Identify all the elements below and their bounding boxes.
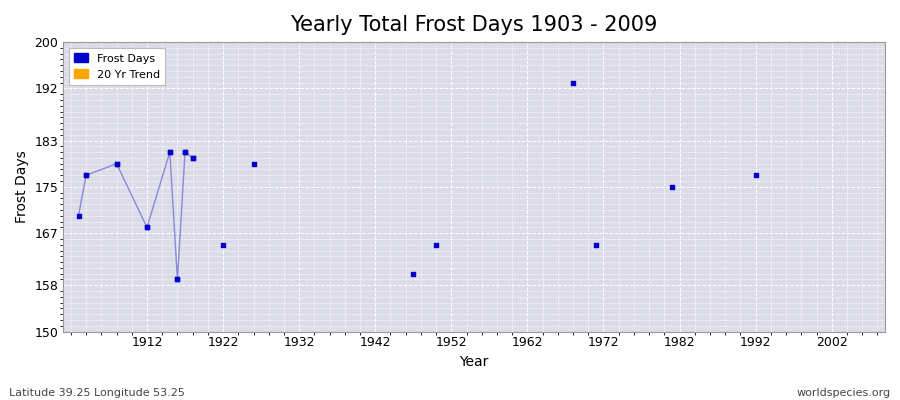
Text: Latitude 39.25 Longitude 53.25: Latitude 39.25 Longitude 53.25 <box>9 388 184 398</box>
Point <box>79 172 94 178</box>
Point <box>140 224 154 230</box>
Point <box>140 224 154 230</box>
Point <box>589 242 603 248</box>
Point <box>71 212 86 219</box>
Point <box>170 276 184 283</box>
Point <box>178 149 193 155</box>
Point <box>247 160 261 167</box>
Y-axis label: Frost Days: Frost Days <box>15 150 29 223</box>
Point <box>749 172 763 178</box>
Point <box>566 80 580 86</box>
Point <box>665 184 680 190</box>
Point <box>163 149 177 155</box>
X-axis label: Year: Year <box>460 355 489 369</box>
Point <box>185 155 200 161</box>
Point <box>178 149 193 155</box>
Point <box>216 242 230 248</box>
Title: Yearly Total Frost Days 1903 - 2009: Yearly Total Frost Days 1903 - 2009 <box>291 15 658 35</box>
Point <box>406 270 420 277</box>
Point <box>110 160 124 167</box>
Legend: Frost Days, 20 Yr Trend: Frost Days, 20 Yr Trend <box>68 48 166 85</box>
Point <box>79 172 94 178</box>
Point <box>163 149 177 155</box>
Point <box>185 155 200 161</box>
Point <box>110 160 124 167</box>
Text: worldspecies.org: worldspecies.org <box>796 388 891 398</box>
Point <box>429 242 444 248</box>
Point <box>170 276 184 283</box>
